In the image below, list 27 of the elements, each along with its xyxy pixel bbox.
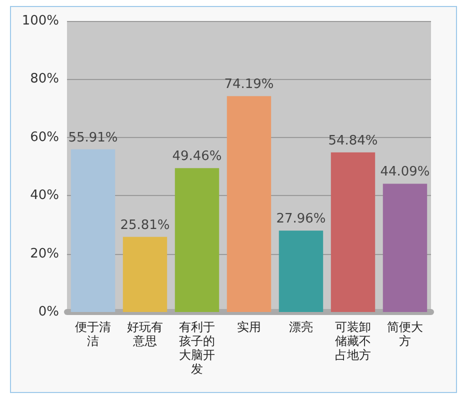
bar	[70, 149, 116, 312]
x-tick-label: 实用	[237, 320, 261, 334]
data-label: 55.91%	[68, 130, 118, 146]
x-tick-label: 可装卸储藏不占地方	[335, 320, 371, 362]
x-tick-label: 漂亮	[289, 320, 313, 334]
y-tick-label: 80%	[30, 72, 59, 87]
y-tick-label: 0%	[38, 304, 59, 320]
x-tick-label: 便于清洁	[75, 320, 111, 348]
data-label: 44.09%	[380, 164, 430, 180]
data-label: 49.46%	[172, 149, 222, 164]
bar	[122, 236, 168, 312]
x-tick-label: 简便大方	[387, 320, 423, 348]
x-tick-label: 有利于孩子的大脑开发	[179, 320, 215, 376]
bar	[330, 152, 376, 312]
y-tick-label: 20%	[30, 246, 59, 262]
bar	[278, 230, 324, 312]
bar	[226, 96, 272, 312]
data-label: 54.84%	[328, 133, 378, 148]
data-label: 27.96%	[276, 212, 326, 227]
bar	[382, 184, 428, 312]
y-tick-label: 100%	[22, 14, 59, 28]
x-tick-label: 好玩有意思	[127, 320, 163, 348]
y-tick-label: 60%	[30, 130, 59, 145]
data-label: 74.19%	[224, 77, 274, 92]
bar	[174, 168, 220, 312]
y-tick-label: 40%	[30, 188, 59, 204]
data-label: 25.81%	[120, 218, 170, 233]
